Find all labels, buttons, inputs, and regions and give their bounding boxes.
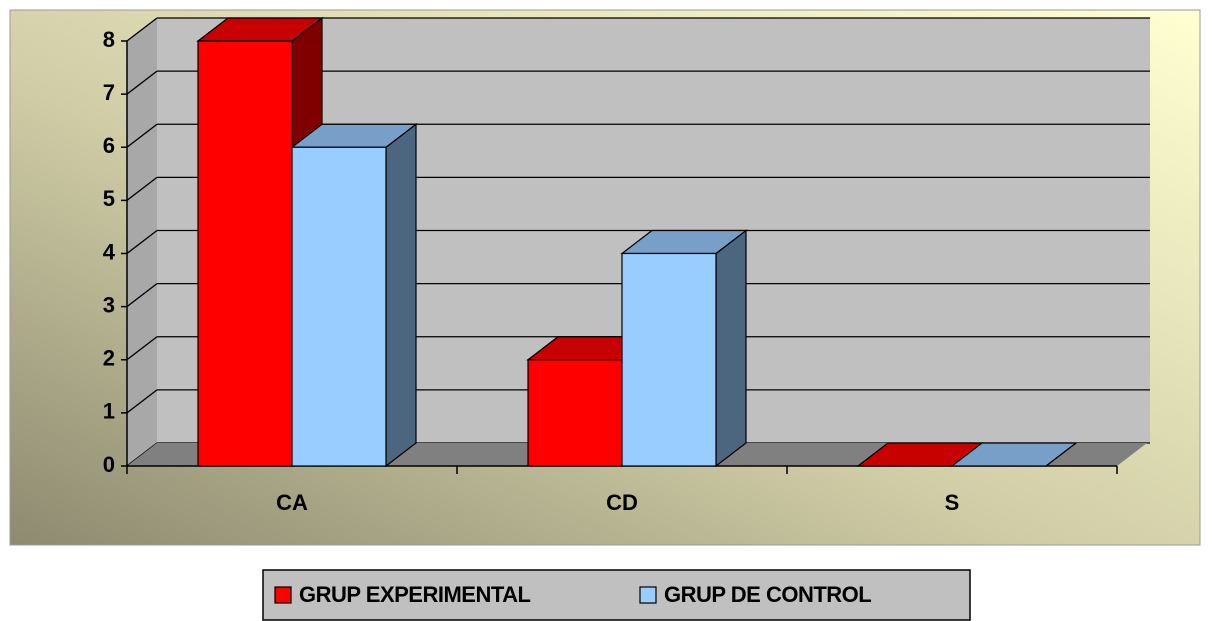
grid-line [126,229,158,255]
bar-top [950,442,1078,467]
grid-line [126,70,158,95]
legend-swatch [639,586,657,604]
y-tick-label: 8 [103,27,115,52]
grid-line [126,283,158,308]
y-tick-label: 3 [103,292,115,317]
legend-box [262,569,971,621]
legend-label: GRUP EXPERIMENTAL [299,582,531,607]
bar [291,146,387,467]
x-tick-label: S [945,490,960,515]
legend-swatch [274,586,292,604]
x-tick-label: CD [606,490,638,515]
y-tick-label: 4 [103,239,116,264]
bar [621,252,717,467]
grid-line [126,336,158,361]
x-tick-label: CA [276,490,308,515]
grid-line [126,17,158,42]
bar-side [715,229,747,468]
grid-line [126,123,158,148]
bar-side [385,123,417,468]
legend: GRUP EXPERIMENTAL GRUP DE CONTROL [262,569,971,621]
grid-line [126,176,158,201]
grid-line [126,389,158,414]
y-tick-label: 2 [103,346,115,371]
y-tick-label: 5 [103,186,115,211]
bar [527,359,623,467]
y-tick-label: 1 [103,399,115,424]
y-tick-label: 6 [103,133,115,158]
y-tick-label: 7 [103,80,115,105]
legend-label: GRUP DE CONTROL [664,582,871,607]
y-tick-label: 0 [103,452,115,477]
bar [197,40,293,467]
